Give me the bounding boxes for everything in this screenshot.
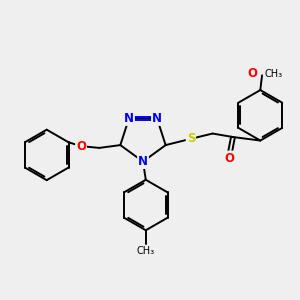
Text: O: O bbox=[224, 152, 235, 165]
Text: N: N bbox=[138, 155, 148, 168]
Text: O: O bbox=[76, 140, 86, 153]
Text: O: O bbox=[248, 68, 258, 80]
Text: CH₃: CH₃ bbox=[137, 246, 155, 256]
Text: CH₃: CH₃ bbox=[265, 69, 283, 79]
Text: N: N bbox=[124, 112, 134, 125]
Text: N: N bbox=[152, 112, 162, 125]
Text: S: S bbox=[187, 132, 195, 145]
